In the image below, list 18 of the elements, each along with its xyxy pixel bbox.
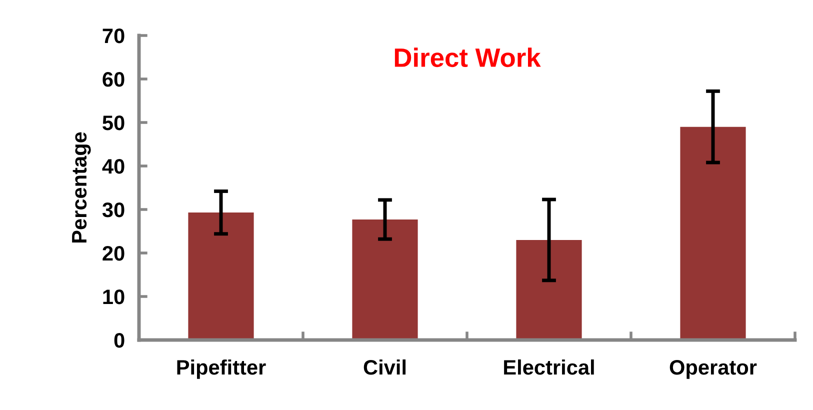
y-tick-label: 40 <box>102 159 124 174</box>
y-tick-label: 20 <box>102 246 124 261</box>
x-tick-label: Operator <box>670 360 757 379</box>
y-tick-label: 60 <box>102 72 124 87</box>
x-tick-label: Civil <box>364 359 406 375</box>
bar <box>516 240 582 340</box>
bar <box>188 212 254 340</box>
y-axis-title: Percentage <box>72 132 91 243</box>
bar <box>680 126 746 340</box>
x-tick-label: Pipefitter <box>177 359 266 379</box>
y-tick-label: 30 <box>102 202 124 218</box>
chart-title: Direct Work <box>394 48 541 68</box>
bar <box>352 220 418 340</box>
y-tick-label: 0 <box>114 333 124 348</box>
x-tick-label: Electrical <box>504 359 594 375</box>
y-tick-label: 70 <box>102 28 124 44</box>
y-tick-label: 10 <box>103 290 124 304</box>
y-tick-label: 50 <box>102 116 124 130</box>
